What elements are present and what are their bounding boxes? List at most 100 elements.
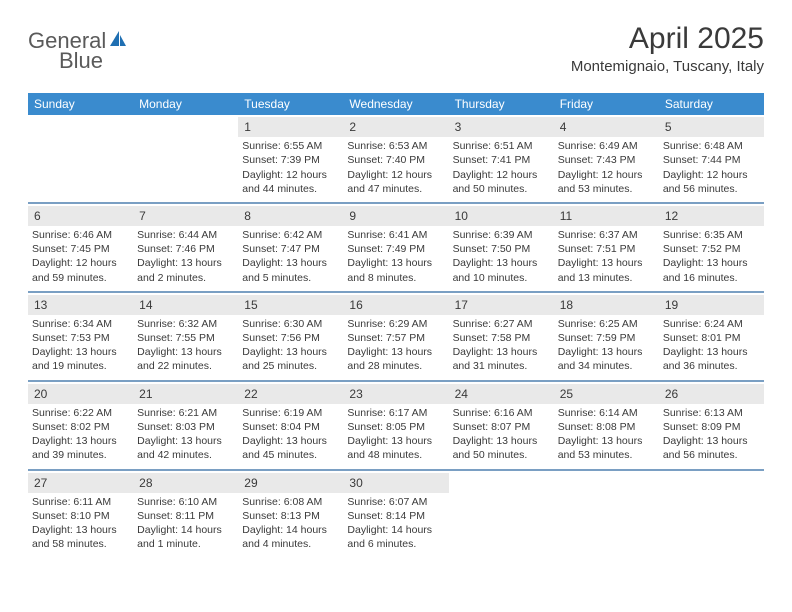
dow-tuesday: Tuesday xyxy=(238,93,343,115)
day-cell: 13Sunrise: 6:34 AMSunset: 7:53 PMDayligh… xyxy=(28,293,133,380)
day-sunset: Sunset: 7:58 PM xyxy=(453,331,550,345)
day-daylight2: and 39 minutes. xyxy=(32,448,129,462)
day-number: 26 xyxy=(659,384,764,404)
day-sunset: Sunset: 7:49 PM xyxy=(347,242,444,256)
dow-friday: Friday xyxy=(554,93,659,115)
day-daylight1: Daylight: 13 hours xyxy=(347,434,444,448)
day-daylight2: and 58 minutes. xyxy=(32,537,129,551)
day-daylight2: and 50 minutes. xyxy=(453,448,550,462)
day-number: 18 xyxy=(554,295,659,315)
day-sunrise: Sunrise: 6:35 AM xyxy=(663,228,760,242)
day-sunrise: Sunrise: 6:49 AM xyxy=(558,139,655,153)
week-row: 13Sunrise: 6:34 AMSunset: 7:53 PMDayligh… xyxy=(28,293,764,380)
day-cell: 27Sunrise: 6:11 AMSunset: 8:10 PMDayligh… xyxy=(28,471,133,558)
day-sunset: Sunset: 7:44 PM xyxy=(663,153,760,167)
day-sunrise: Sunrise: 6:53 AM xyxy=(347,139,444,153)
sail-icon xyxy=(108,29,128,54)
dow-monday: Monday xyxy=(133,93,238,115)
day-daylight2: and 8 minutes. xyxy=(347,271,444,285)
day-sunset: Sunset: 7:56 PM xyxy=(242,331,339,345)
day-daylight2: and 10 minutes. xyxy=(453,271,550,285)
day-daylight1: Daylight: 13 hours xyxy=(663,434,760,448)
day-cell: 22Sunrise: 6:19 AMSunset: 8:04 PMDayligh… xyxy=(238,382,343,469)
day-sunset: Sunset: 8:10 PM xyxy=(32,509,129,523)
day-daylight2: and 4 minutes. xyxy=(242,537,339,551)
dow-saturday: Saturday xyxy=(659,93,764,115)
day-cell: 9Sunrise: 6:41 AMSunset: 7:49 PMDaylight… xyxy=(343,204,448,291)
day-cell xyxy=(659,471,764,558)
day-daylight2: and 28 minutes. xyxy=(347,359,444,373)
day-daylight1: Daylight: 13 hours xyxy=(453,434,550,448)
calendar: Sunday Monday Tuesday Wednesday Thursday… xyxy=(28,93,764,557)
day-number: 10 xyxy=(449,206,554,226)
day-cell: 20Sunrise: 6:22 AMSunset: 8:02 PMDayligh… xyxy=(28,382,133,469)
day-daylight1: Daylight: 14 hours xyxy=(347,523,444,537)
day-sunset: Sunset: 7:55 PM xyxy=(137,331,234,345)
day-daylight1: Daylight: 12 hours xyxy=(453,168,550,182)
day-cell: 2Sunrise: 6:53 AMSunset: 7:40 PMDaylight… xyxy=(343,115,448,202)
day-daylight1: Daylight: 13 hours xyxy=(453,256,550,270)
day-number: 4 xyxy=(554,117,659,137)
day-number: 24 xyxy=(449,384,554,404)
day-sunset: Sunset: 7:50 PM xyxy=(453,242,550,256)
day-daylight1: Daylight: 13 hours xyxy=(137,256,234,270)
day-daylight2: and 31 minutes. xyxy=(453,359,550,373)
day-daylight1: Daylight: 12 hours xyxy=(663,168,760,182)
day-number: 13 xyxy=(28,295,133,315)
day-daylight2: and 34 minutes. xyxy=(558,359,655,373)
logo-word2-wrap: Blue xyxy=(59,48,103,74)
dow-row: Sunday Monday Tuesday Wednesday Thursday… xyxy=(28,93,764,115)
day-number: 16 xyxy=(343,295,448,315)
dow-sunday: Sunday xyxy=(28,93,133,115)
day-number: 6 xyxy=(28,206,133,226)
day-sunrise: Sunrise: 6:44 AM xyxy=(137,228,234,242)
day-sunrise: Sunrise: 6:11 AM xyxy=(32,495,129,509)
day-sunset: Sunset: 7:57 PM xyxy=(347,331,444,345)
day-number: 7 xyxy=(133,206,238,226)
day-number: 2 xyxy=(343,117,448,137)
logo-word2: Blue xyxy=(59,48,103,73)
day-daylight1: Daylight: 13 hours xyxy=(558,256,655,270)
day-daylight2: and 5 minutes. xyxy=(242,271,339,285)
day-daylight2: and 50 minutes. xyxy=(453,182,550,196)
day-daylight1: Daylight: 12 hours xyxy=(347,168,444,182)
day-sunrise: Sunrise: 6:48 AM xyxy=(663,139,760,153)
day-daylight2: and 25 minutes. xyxy=(242,359,339,373)
day-sunrise: Sunrise: 6:39 AM xyxy=(453,228,550,242)
day-sunrise: Sunrise: 6:25 AM xyxy=(558,317,655,331)
header: General April 2025 Montemignaio, Tuscany… xyxy=(28,22,764,75)
day-cell: 5Sunrise: 6:48 AMSunset: 7:44 PMDaylight… xyxy=(659,115,764,202)
day-number: 3 xyxy=(449,117,554,137)
day-cell: 7Sunrise: 6:44 AMSunset: 7:46 PMDaylight… xyxy=(133,204,238,291)
day-daylight2: and 42 minutes. xyxy=(137,448,234,462)
day-number: 20 xyxy=(28,384,133,404)
day-sunrise: Sunrise: 6:32 AM xyxy=(137,317,234,331)
day-cell xyxy=(28,115,133,202)
month-title: April 2025 xyxy=(571,22,764,56)
day-sunset: Sunset: 8:07 PM xyxy=(453,420,550,434)
day-daylight2: and 16 minutes. xyxy=(663,271,760,285)
day-daylight1: Daylight: 13 hours xyxy=(558,434,655,448)
day-daylight2: and 2 minutes. xyxy=(137,271,234,285)
dow-thursday: Thursday xyxy=(449,93,554,115)
day-cell: 26Sunrise: 6:13 AMSunset: 8:09 PMDayligh… xyxy=(659,382,764,469)
day-cell: 25Sunrise: 6:14 AMSunset: 8:08 PMDayligh… xyxy=(554,382,659,469)
dow-wednesday: Wednesday xyxy=(343,93,448,115)
day-sunset: Sunset: 8:13 PM xyxy=(242,509,339,523)
day-sunrise: Sunrise: 6:19 AM xyxy=(242,406,339,420)
week-row: 6Sunrise: 6:46 AMSunset: 7:45 PMDaylight… xyxy=(28,204,764,291)
day-sunrise: Sunrise: 6:41 AM xyxy=(347,228,444,242)
day-number: 28 xyxy=(133,473,238,493)
day-sunset: Sunset: 7:43 PM xyxy=(558,153,655,167)
day-sunset: Sunset: 8:09 PM xyxy=(663,420,760,434)
day-cell: 29Sunrise: 6:08 AMSunset: 8:13 PMDayligh… xyxy=(238,471,343,558)
title-block: April 2025 Montemignaio, Tuscany, Italy xyxy=(571,22,764,75)
day-daylight2: and 53 minutes. xyxy=(558,448,655,462)
day-cell xyxy=(449,471,554,558)
day-sunrise: Sunrise: 6:07 AM xyxy=(347,495,444,509)
day-cell: 23Sunrise: 6:17 AMSunset: 8:05 PMDayligh… xyxy=(343,382,448,469)
day-sunset: Sunset: 8:14 PM xyxy=(347,509,444,523)
day-daylight1: Daylight: 12 hours xyxy=(242,168,339,182)
day-cell: 4Sunrise: 6:49 AMSunset: 7:43 PMDaylight… xyxy=(554,115,659,202)
day-daylight1: Daylight: 14 hours xyxy=(137,523,234,537)
